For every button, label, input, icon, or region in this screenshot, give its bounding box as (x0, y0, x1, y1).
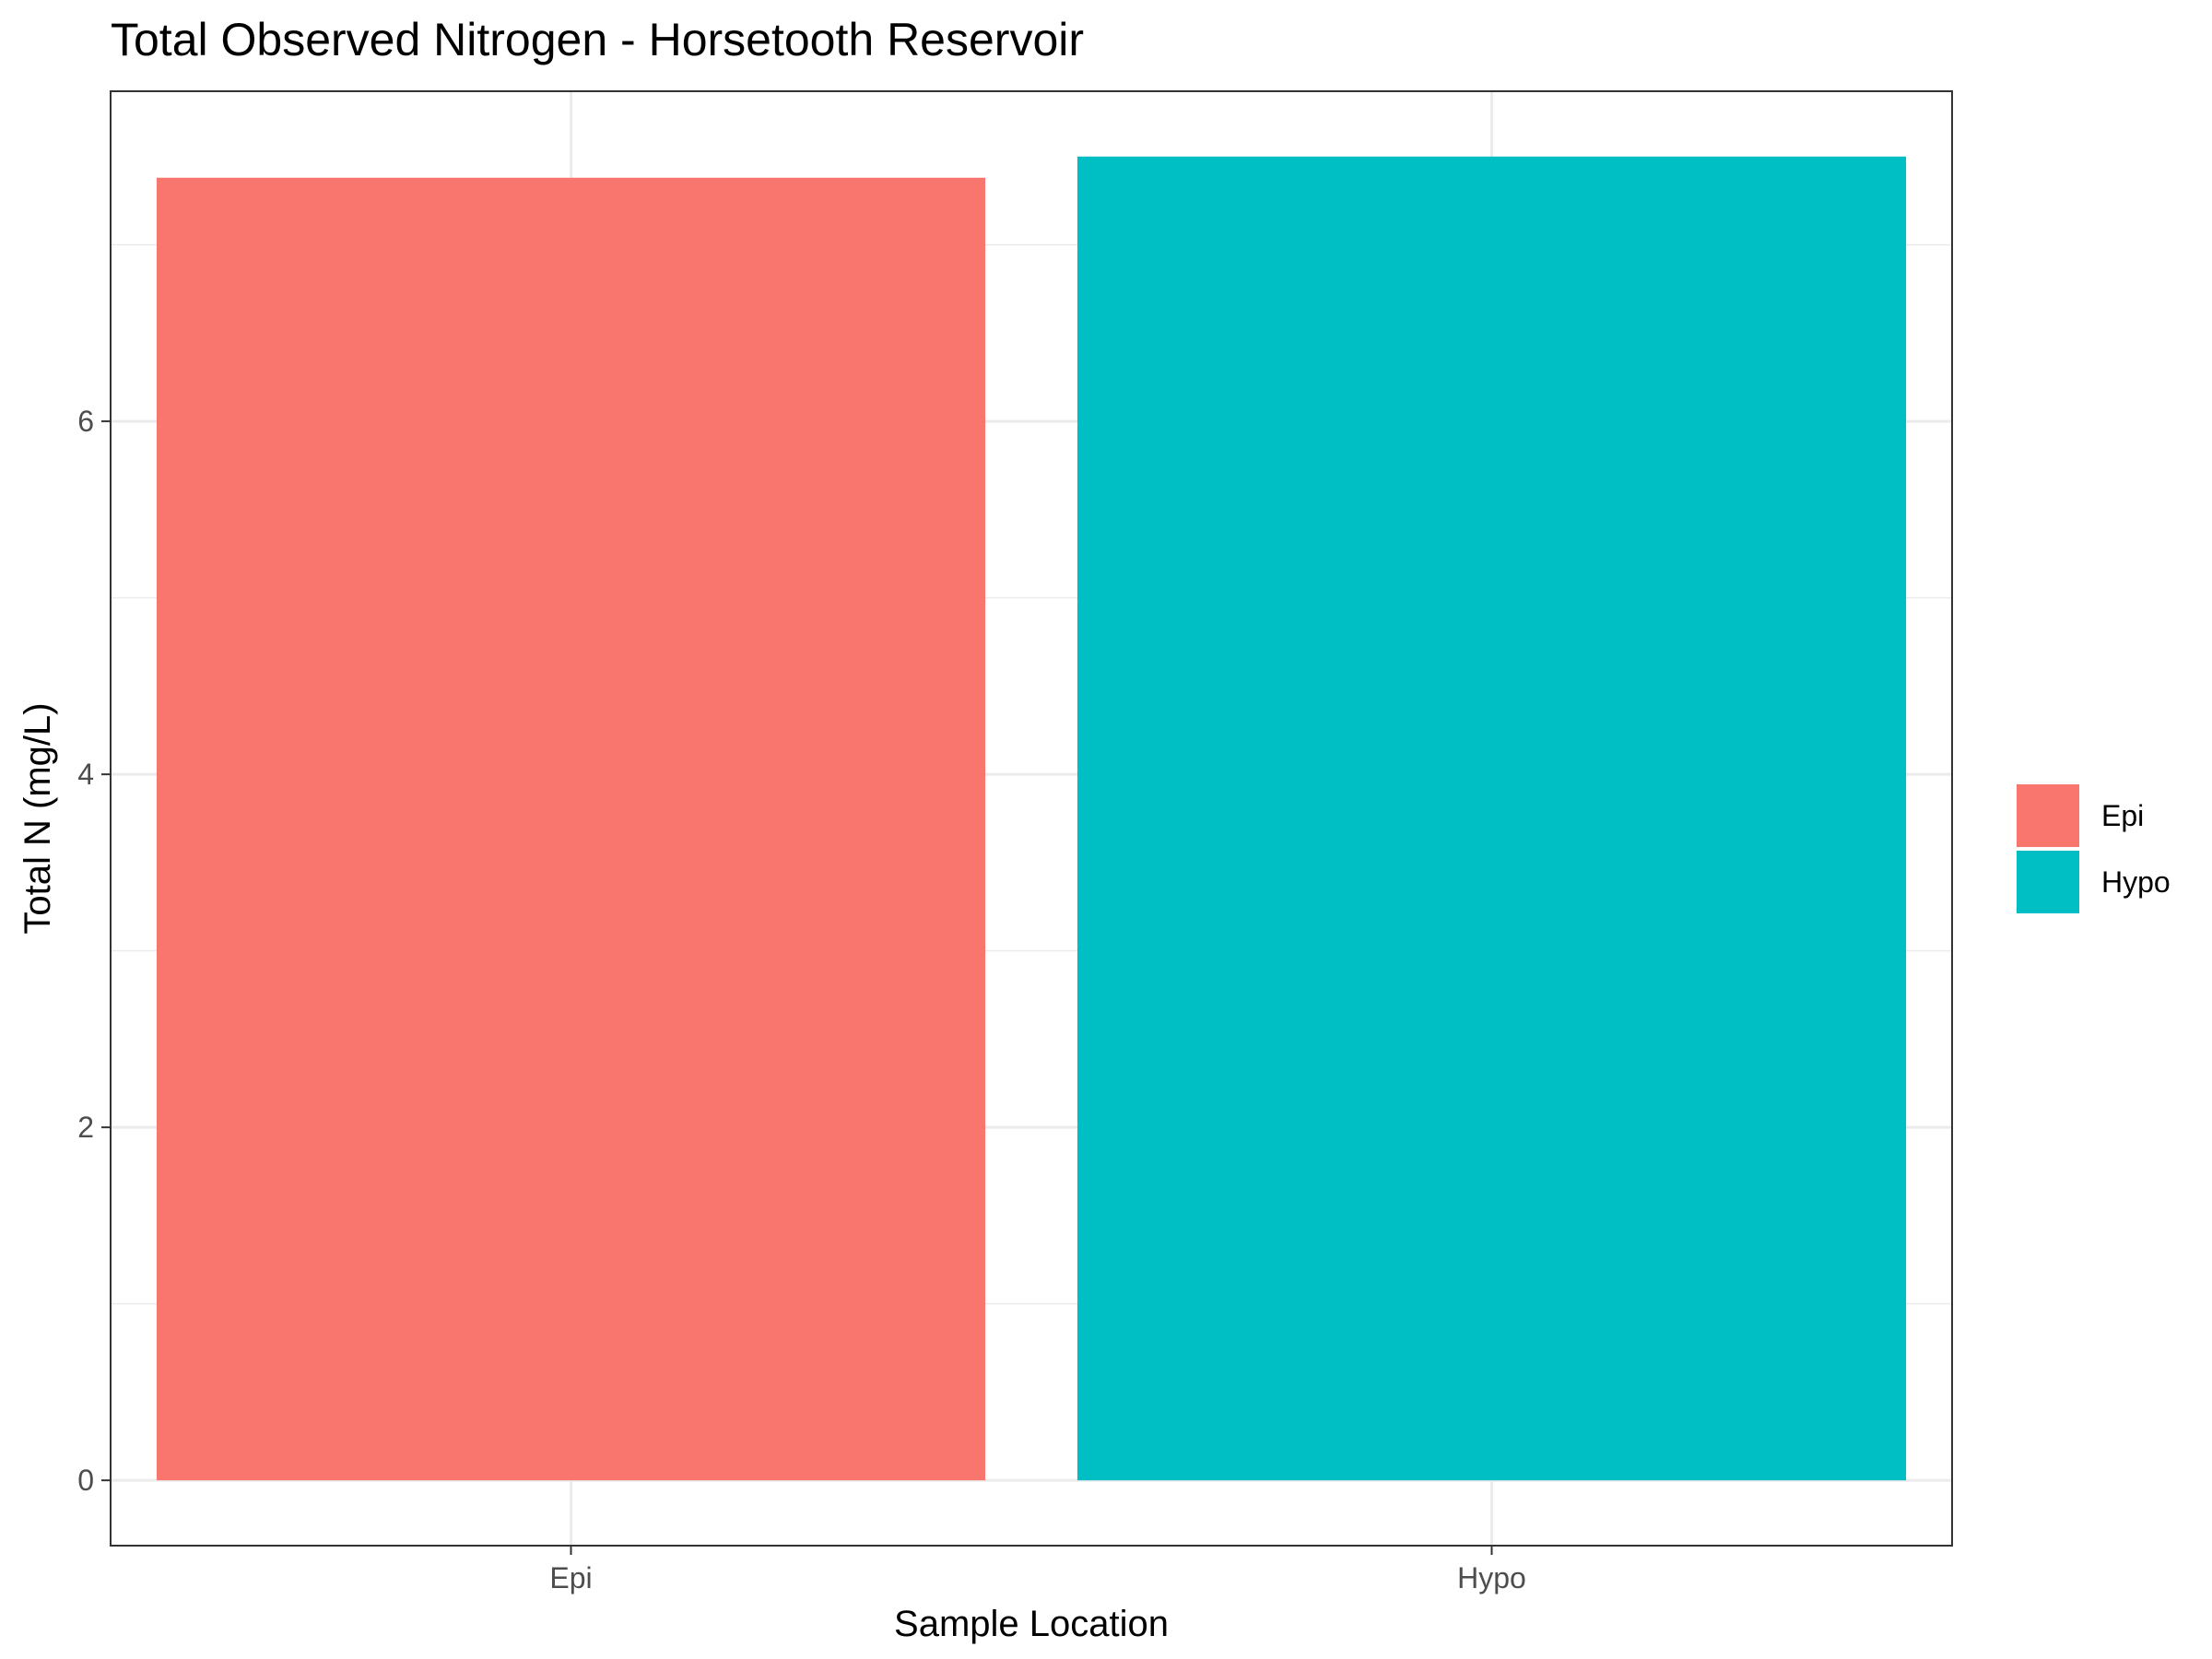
axes: 0 2 4 6 Epi Hypo (77, 405, 1526, 1594)
x-axis-title: Sample Location (894, 1604, 1169, 1644)
legend-key-hypo (2017, 851, 2079, 913)
chart-title: Total Observed Nitrogen - Horsetooth Res… (111, 14, 1084, 65)
y-tick-label: 2 (77, 1111, 94, 1144)
y-tick-label: 6 (77, 405, 94, 438)
bars (156, 156, 1907, 1481)
y-tick-label: 4 (77, 758, 94, 791)
plot-border (110, 90, 1953, 1547)
legend-label-hypo: Hypo (2101, 865, 2171, 899)
bar-epi (156, 177, 986, 1481)
y-tick-label: 0 (77, 1464, 94, 1497)
legend-label-epi: Epi (2101, 799, 2144, 832)
legend-key-epi (2017, 784, 2079, 847)
x-tick-label: Hypo (1457, 1561, 1526, 1594)
bar-hypo (1077, 156, 1907, 1481)
y-axis-title: Total N (mg/L) (18, 702, 58, 934)
legend: Epi Hypo (2017, 784, 2171, 913)
x-tick-label: Epi (549, 1561, 592, 1594)
